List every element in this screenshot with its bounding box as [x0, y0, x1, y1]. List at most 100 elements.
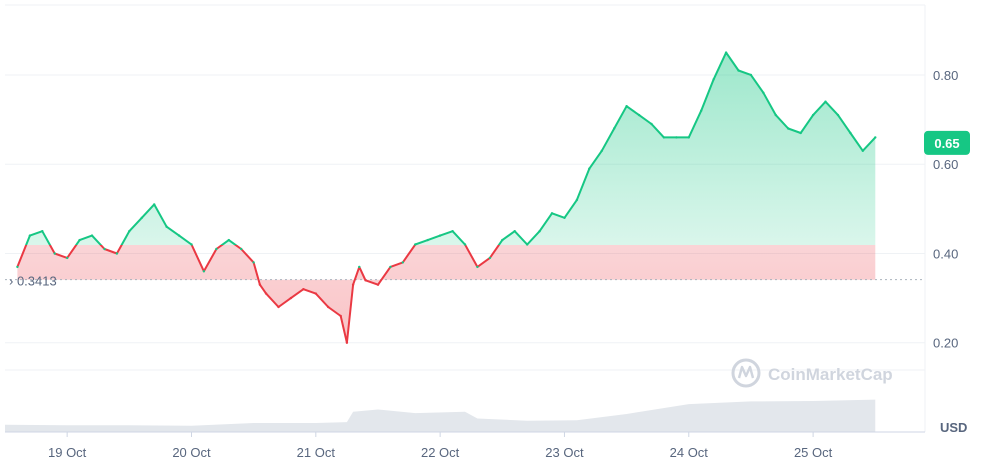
- price-point: [836, 113, 840, 117]
- volume-area-fill: [5, 399, 876, 432]
- price-point: [78, 238, 81, 242]
- price-point: [252, 261, 255, 264]
- price-point: [861, 149, 864, 152]
- price-point: [258, 283, 262, 286]
- price-point: [575, 198, 579, 202]
- price-point: [849, 131, 852, 135]
- x-tick-label: 21 Oct: [297, 445, 336, 458]
- price-point: [637, 113, 641, 117]
- price-point: [488, 256, 492, 260]
- currency-label: USD: [940, 420, 967, 435]
- price-point: [128, 230, 131, 233]
- price-point: [289, 296, 293, 300]
- coinmarketcap-watermark: CoinMarketCap: [731, 358, 893, 388]
- price-line: [16, 51, 877, 344]
- price-point: [874, 136, 877, 139]
- x-tick-label: 25 Oct: [794, 445, 833, 458]
- price-point: [165, 225, 168, 228]
- price-point: [588, 167, 591, 170]
- price-point: [600, 149, 603, 152]
- price-point: [749, 73, 753, 77]
- area-below-baseline: [17, 245, 876, 343]
- baseline: › 0.3413: [5, 274, 925, 289]
- price-point: [563, 216, 566, 219]
- price-point: [41, 230, 44, 233]
- price-point: [389, 265, 392, 269]
- price-point: [625, 105, 628, 108]
- price-point: [264, 292, 268, 295]
- area-above-baseline: [26, 52, 876, 245]
- price-point: [438, 234, 442, 237]
- price-point: [66, 256, 69, 260]
- price-point: [90, 234, 94, 237]
- price-point: [762, 91, 765, 95]
- price-point: [140, 216, 143, 219]
- y-tick-label: 0.20: [933, 336, 958, 351]
- price-point: [414, 243, 417, 246]
- price-point: [737, 69, 740, 72]
- axes: 0.20 0.40 0.60 0.80 19 Oct 20 Oct 21 Oct 22 Oct…: [5, 68, 970, 458]
- price-point: [675, 136, 678, 139]
- current-price-badge-bg: [924, 130, 970, 155]
- price-point: [53, 252, 56, 255]
- price-point: [687, 136, 690, 139]
- price-point: [613, 127, 616, 130]
- price-point: [103, 247, 106, 251]
- coinmarketcap-logo-mark: [737, 365, 755, 379]
- x-tick-label: 24 Oct: [670, 445, 709, 458]
- price-point: [314, 292, 317, 295]
- price-point: [358, 265, 361, 269]
- price-point: [376, 283, 380, 286]
- price-point: [401, 261, 404, 264]
- current-price-label: 0.65: [934, 136, 959, 151]
- volume-area: [5, 399, 876, 432]
- price-point: [339, 314, 342, 318]
- price-point: [153, 203, 156, 206]
- price-point: [650, 122, 653, 126]
- x-tick-label: 23 Oct: [545, 445, 584, 458]
- baseline-label: › 0.3413: [9, 274, 57, 289]
- price-point: [115, 252, 119, 255]
- y-tick-label: 0.60: [933, 157, 958, 172]
- price-point: [364, 279, 367, 282]
- price-point: [463, 243, 467, 246]
- price-point: [190, 243, 193, 246]
- price-point: [16, 265, 19, 269]
- price-point: [277, 305, 280, 309]
- price-point: [302, 288, 305, 291]
- price-point: [351, 283, 355, 286]
- price-point: [799, 131, 802, 135]
- price-point: [177, 234, 181, 237]
- price-point: [526, 243, 529, 246]
- price-point: [451, 230, 454, 233]
- x-tick-label: 22 Oct: [421, 445, 460, 458]
- y-tick-label: 0.80: [933, 68, 958, 83]
- current-price-badge: 0.65: [924, 130, 970, 155]
- price-point: [215, 247, 218, 251]
- price-point: [712, 78, 715, 81]
- price-point: [476, 265, 479, 269]
- watermark-text: CoinMarketCap: [768, 365, 893, 384]
- price-point: [327, 305, 330, 309]
- price-point: [824, 100, 827, 103]
- price-point: [538, 230, 541, 233]
- price-point: [774, 113, 777, 117]
- coinmarketcap-logo-icon: [731, 358, 761, 388]
- price-point: [501, 238, 504, 242]
- x-tick-label: 20 Oct: [172, 445, 211, 458]
- price-point: [345, 341, 349, 344]
- price-point: [227, 238, 230, 242]
- price-point: [724, 51, 728, 54]
- y-tick-label: 0.40: [933, 246, 958, 261]
- price-point: [513, 230, 516, 233]
- price-point: [787, 127, 790, 130]
- price-point: [550, 212, 554, 215]
- x-tick-label: 19 Oct: [48, 445, 87, 458]
- price-area: [17, 52, 876, 343]
- price-point: [28, 234, 32, 237]
- price-point: [662, 136, 666, 139]
- price-point: [811, 113, 815, 117]
- price-point: [202, 270, 206, 273]
